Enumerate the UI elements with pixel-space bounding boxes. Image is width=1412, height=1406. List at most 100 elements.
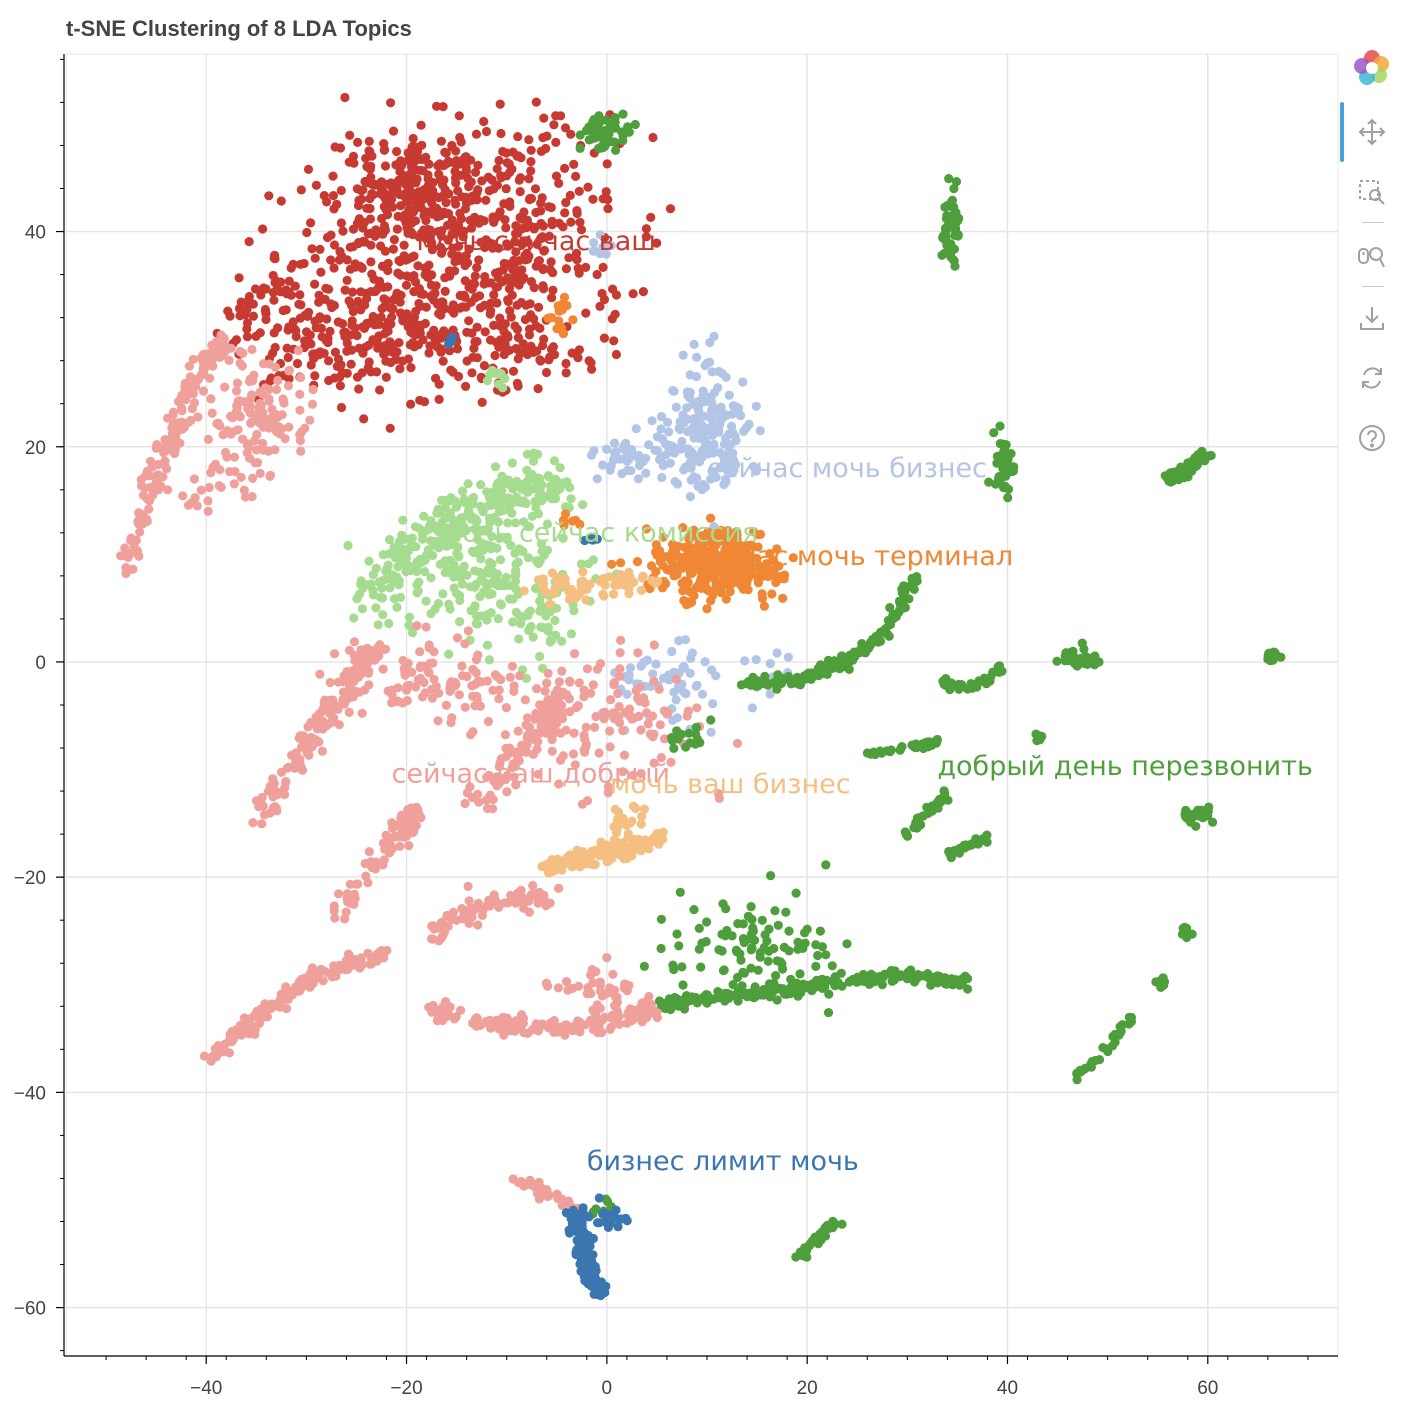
data-point [605, 726, 615, 736]
data-point [1155, 979, 1166, 989]
data-point [492, 164, 502, 174]
data-point [412, 174, 422, 184]
data-point [569, 606, 579, 616]
data-point [570, 649, 580, 659]
data-point [451, 199, 461, 209]
data-point [495, 313, 505, 323]
data-point [295, 405, 305, 415]
data-point [461, 192, 471, 202]
data-point [757, 915, 767, 925]
data-point [1191, 821, 1201, 831]
data-point [836, 968, 846, 978]
data-point [207, 408, 217, 418]
data-point [571, 851, 581, 862]
data-point [837, 651, 847, 661]
data-point [370, 179, 380, 190]
data-point [408, 828, 418, 838]
data-point [611, 578, 622, 588]
data-point [415, 326, 425, 337]
data-point [264, 191, 274, 201]
data-point [622, 689, 632, 699]
data-point [482, 803, 493, 814]
data-point [1107, 1041, 1118, 1051]
data-point [395, 364, 405, 374]
data-point [231, 335, 242, 345]
data-point [330, 142, 340, 152]
data-point [371, 603, 381, 613]
data-point [602, 953, 612, 963]
data-point [303, 164, 314, 174]
data-point [591, 711, 601, 722]
data-point [375, 592, 385, 602]
grid-lines [66, 54, 1338, 1356]
data-point [366, 257, 376, 267]
data-point [771, 971, 781, 981]
data-point [1072, 1075, 1082, 1085]
data-point [520, 345, 530, 355]
data-point [499, 199, 509, 209]
data-point [427, 238, 437, 248]
data-point [565, 190, 575, 200]
data-point [452, 500, 463, 510]
x-tick-label: −20 [390, 1378, 422, 1399]
data-point [158, 472, 168, 482]
data-point [454, 552, 464, 562]
data-point [593, 1020, 603, 1030]
data-point [184, 361, 194, 371]
data-point [506, 312, 516, 322]
data-point [463, 173, 473, 183]
data-point [542, 678, 552, 688]
data-point [235, 412, 245, 422]
data-point [311, 735, 321, 745]
data-point [392, 146, 402, 157]
data-point [333, 677, 343, 687]
data-point [229, 479, 239, 489]
data-point [689, 339, 699, 349]
data-point [491, 571, 501, 581]
data-point [539, 245, 550, 255]
data-point [271, 384, 282, 395]
data-point [302, 227, 312, 238]
data-point [479, 361, 489, 371]
data-point [334, 255, 344, 265]
data-point [331, 971, 341, 981]
data-point [502, 239, 512, 249]
data-point [495, 533, 505, 544]
data-point [214, 481, 224, 491]
data-point [353, 879, 363, 889]
data-point [830, 981, 840, 991]
data-point [784, 926, 794, 936]
data-point [701, 937, 711, 947]
data-point [929, 738, 939, 749]
data-point [378, 664, 388, 674]
data-point [565, 707, 575, 717]
data-point [317, 746, 327, 756]
data-point [386, 98, 396, 108]
data-point [518, 214, 528, 224]
data-point [589, 238, 599, 248]
data-point [321, 283, 331, 293]
data-point [561, 977, 572, 987]
data-point [594, 748, 604, 758]
data-point [466, 223, 477, 233]
data-point [396, 559, 406, 569]
data-point [509, 681, 519, 691]
data-point [1065, 648, 1075, 658]
data-point [1187, 460, 1197, 471]
data-point [441, 997, 451, 1007]
plot-area-border [65, 53, 1339, 1357]
data-point [479, 116, 489, 127]
data-point [366, 857, 376, 867]
data-point [630, 119, 640, 130]
data-point [338, 687, 349, 697]
data-point [678, 980, 688, 990]
data-point [781, 907, 791, 917]
data-point [261, 309, 271, 319]
data-point [406, 363, 416, 373]
data-point [517, 223, 528, 234]
data-point [546, 257, 556, 267]
data-point [569, 159, 579, 169]
data-point [532, 1189, 543, 1199]
data-point [656, 424, 666, 434]
